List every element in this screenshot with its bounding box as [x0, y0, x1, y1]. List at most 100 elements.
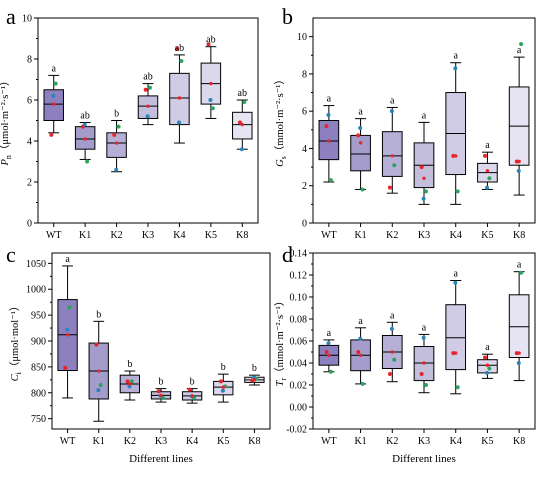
box-K2: a — [381, 95, 403, 194]
significance-letter: a — [390, 310, 395, 321]
mean-marker — [83, 137, 87, 141]
y-tick-label: 4 — [27, 137, 32, 148]
significance-letter: a — [327, 328, 332, 339]
mean-marker — [390, 350, 394, 354]
y-tick-label: 800 — [31, 388, 46, 399]
x-tick-label: K8 — [248, 436, 260, 447]
point-red — [49, 132, 54, 137]
point-red — [483, 355, 488, 360]
y-tick-label: 2 — [302, 181, 307, 192]
y-tick-label: 900 — [31, 337, 46, 348]
point-green — [67, 305, 72, 310]
point-red — [237, 120, 242, 125]
significance-letter: b — [159, 377, 164, 388]
box-K1: ab — [74, 111, 96, 164]
point-blue — [421, 335, 426, 340]
mean-marker — [327, 139, 331, 143]
point-green — [392, 163, 397, 168]
point-red — [324, 350, 329, 354]
box-K4: a — [445, 51, 467, 205]
box-K3: a — [413, 322, 435, 394]
y-tick-label: 1050 — [26, 259, 46, 270]
x-tick-label: WT — [60, 436, 76, 447]
significance-letter: ab — [238, 88, 247, 99]
mean-marker — [327, 353, 331, 357]
y-tick-label: 1000 — [26, 285, 46, 296]
point-green — [85, 159, 90, 164]
panel-label: a — [6, 4, 16, 29]
panel-a: a 0 2 4 6 8 10 Pn（μmol·m⁻²·s⁻¹） a WT ab K1 b K2 ab K3 ab… — [0, 4, 259, 241]
mean-marker — [517, 351, 521, 355]
mean-marker — [358, 141, 363, 145]
significance-letter: a — [453, 269, 458, 280]
plot-frame — [51, 252, 271, 430]
mean-marker — [114, 141, 119, 145]
point-red — [143, 87, 148, 92]
significance-letter: b — [252, 363, 257, 374]
x-tick-label: K1 — [354, 436, 366, 447]
y-tick-label: 0.14 — [290, 249, 308, 260]
significance-letter: a — [517, 260, 522, 271]
point-red — [356, 133, 361, 138]
point-green — [242, 100, 247, 105]
significance-letter: a — [358, 316, 363, 327]
box-K5: ab — [200, 35, 222, 119]
y-label-unit: （mmol·m⁻²·s⁻¹） — [274, 74, 286, 156]
point-green — [487, 176, 492, 181]
mean-marker — [177, 96, 182, 100]
x-tick-label: K2 — [124, 436, 136, 447]
point-green — [210, 106, 215, 111]
x-tick-label: K1 — [93, 436, 105, 447]
significance-letter: a — [327, 94, 332, 105]
y-tick-label: 2 — [27, 178, 32, 189]
y-label-subscript: n — [4, 155, 13, 159]
y-tick-label: 0.00 — [290, 403, 308, 414]
y-axis-label-text: Ci（μmol·mol⁻¹） — [9, 301, 23, 382]
x-tick-label: K3 — [418, 436, 430, 447]
mean-marker — [422, 361, 426, 365]
y-label-subscript: s — [279, 156, 288, 159]
point-green — [147, 85, 152, 90]
significance-letter: a — [358, 107, 363, 118]
mean-marker — [209, 81, 213, 86]
mean-marker — [65, 333, 70, 337]
y-tick-label: 6 — [27, 96, 32, 107]
significance-letter: a — [485, 140, 490, 151]
point-blue — [516, 168, 521, 173]
point-blue — [239, 147, 244, 152]
y-tick-label: 0.04 — [290, 359, 308, 370]
y-tick-label: 0 — [27, 219, 32, 230]
point-red — [218, 379, 223, 384]
point-red — [483, 153, 488, 158]
significance-letter: a — [485, 342, 490, 353]
mean-marker — [358, 353, 363, 357]
significance-letter: b — [114, 109, 119, 120]
panel-b: b 0 2 4 6 8 10 Gs（mmol·m⁻²·s⁻¹） a WT a K1 a K2 a K3 a K4 a… — [274, 4, 536, 241]
significance-letter: a — [65, 254, 70, 265]
point-green — [179, 59, 184, 64]
box-iqr — [508, 294, 530, 358]
point-green — [455, 189, 460, 194]
panel-d: d -0.02 0.00 0.02 0.04 0.06 0.08 0.10 0.12 0.14 Tr… — [274, 242, 536, 465]
x-tick-label: K4 — [450, 230, 462, 241]
mean-marker — [190, 394, 194, 398]
point-red — [419, 165, 424, 170]
point-red — [387, 185, 392, 190]
y-axis-label-text: Pn（μmol·m⁻²·s⁻¹） — [0, 75, 13, 166]
point-blue — [51, 93, 56, 98]
point-blue — [326, 112, 331, 117]
x-tick-label: K3 — [142, 230, 154, 241]
point-green — [423, 383, 428, 387]
box-K1: a — [350, 316, 371, 386]
point-blue — [453, 280, 458, 285]
y-tick-label: 950 — [31, 311, 46, 322]
box-iqr — [106, 132, 127, 158]
panel-c: c 750 800 850 900 950 1000 1050 Ci（μmol·mol⁻¹） a W… — [6, 242, 271, 465]
point-blue — [82, 122, 87, 127]
x-tick-label: K5 — [217, 436, 229, 447]
box-WT: a — [43, 63, 64, 137]
y-tick-label: -0.02 — [286, 425, 307, 436]
x-tick-label: K4 — [450, 436, 462, 447]
mean-marker — [97, 369, 101, 373]
